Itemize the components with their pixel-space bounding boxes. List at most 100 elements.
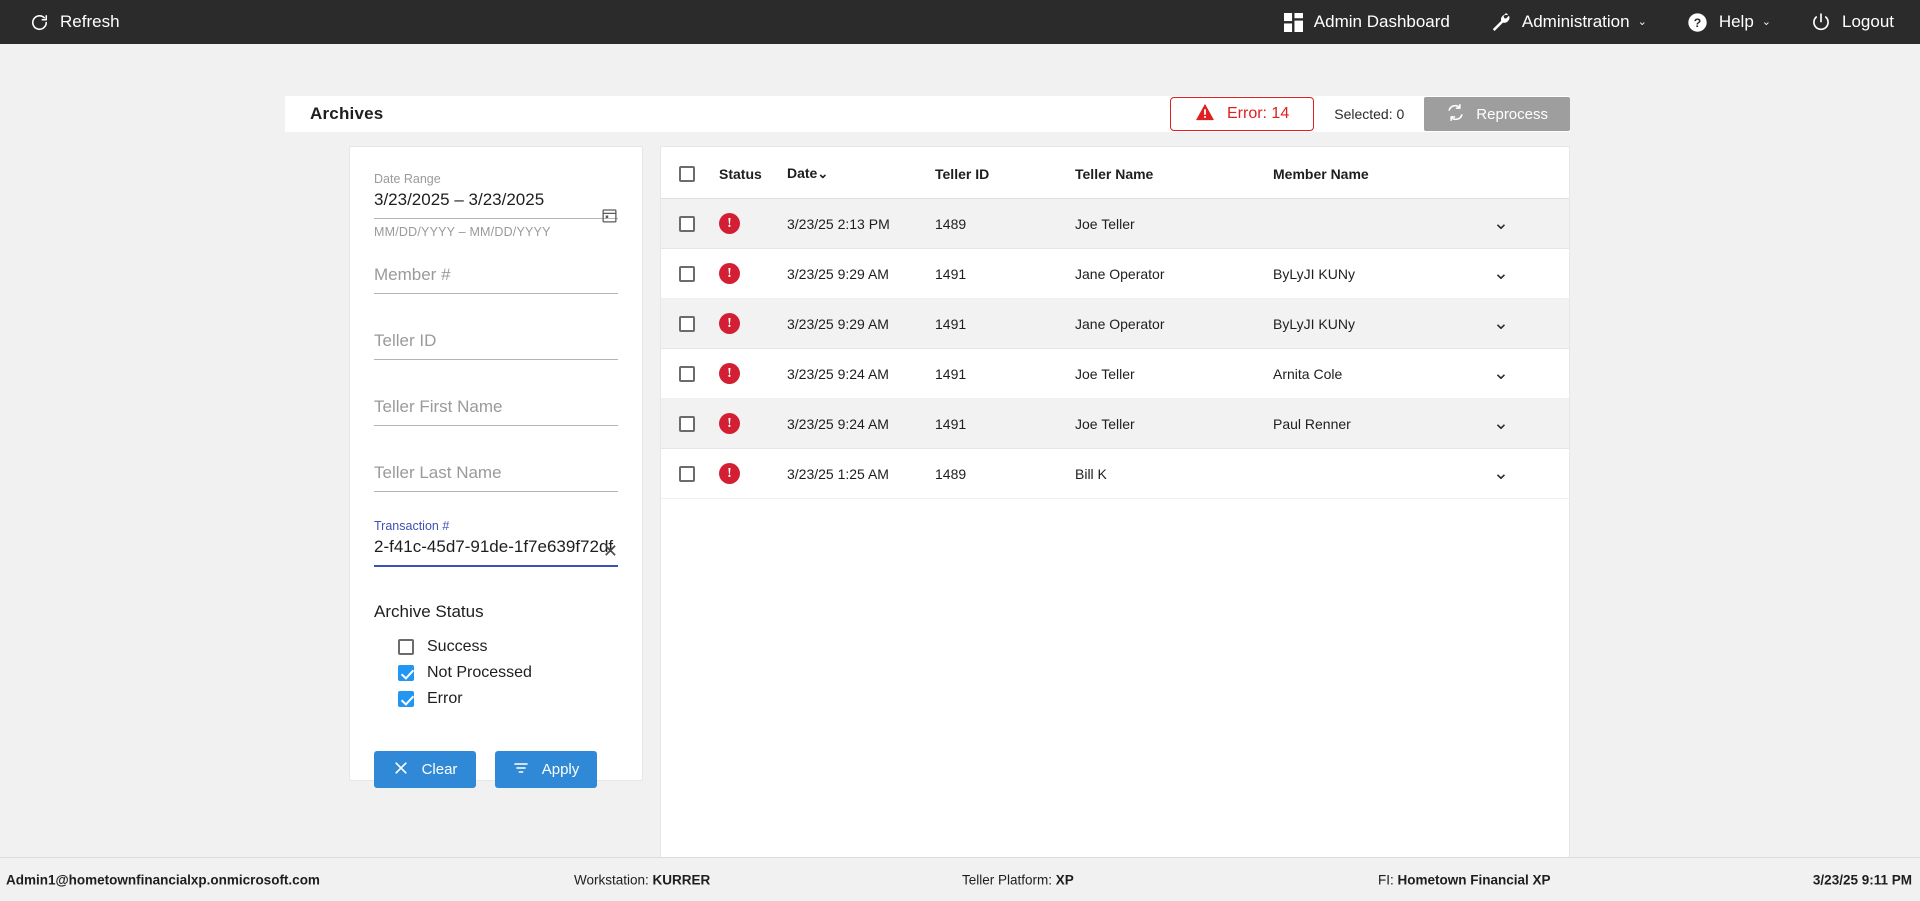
teller-last-name-placeholder: Teller Last Name: [374, 463, 502, 482]
row-status-cell: !: [719, 398, 787, 450]
row-teller-name: Jane Operator: [1075, 248, 1273, 300]
admin-dashboard-link[interactable]: Admin Dashboard: [1283, 12, 1450, 32]
row-checkbox[interactable]: [679, 366, 695, 383]
fi-label: FI:: [1378, 872, 1394, 887]
row-checkbox[interactable]: [679, 316, 695, 333]
teller-first-name-field[interactable]: Teller First Name: [374, 394, 618, 426]
date-range-label: Date Range: [374, 172, 441, 186]
clear-transaction-icon[interactable]: ✕: [602, 541, 618, 561]
warning-triangle-icon: [1195, 103, 1215, 126]
top-navigation-bar: Refresh Admin Dashboard Administration: [0, 0, 1920, 44]
column-member-name[interactable]: Member Name: [1273, 147, 1493, 200]
chevron-down-icon[interactable]: ⌄: [1493, 413, 1509, 435]
clear-button[interactable]: Clear: [374, 751, 476, 788]
member-number-field[interactable]: Member #: [374, 262, 618, 294]
checkbox-not-processed-box[interactable]: [398, 665, 414, 681]
column-expand: [1493, 147, 1569, 200]
row-date: 3/23/25 9:24 AM: [787, 398, 935, 450]
checkbox-success[interactable]: Success: [398, 634, 642, 660]
teller-first-name-placeholder: Teller First Name: [374, 397, 503, 416]
date-range-field[interactable]: Date Range 3/23/2025 – 3/23/2025 MM/DD/Y…: [374, 172, 618, 239]
error-count-badge[interactable]: Error: 14: [1169, 97, 1315, 131]
row-status-cell: !: [719, 348, 787, 400]
row-checkbox[interactable]: [679, 466, 695, 483]
column-teller-name[interactable]: Teller Name: [1075, 147, 1273, 200]
date-range-hint: MM/DD/YYYY – MM/DD/YYYY: [374, 225, 551, 239]
row-teller-id: 1491: [935, 348, 1075, 400]
table-row[interactable]: ! 3/23/25 9:24 AM 1491 Joe Teller Arnita…: [661, 348, 1569, 400]
transaction-number-field[interactable]: Transaction # 2-f41c-45d7-91de-1f7e639f7…: [374, 519, 618, 567]
row-member-name: Paul Renner: [1273, 398, 1493, 450]
archives-table: Status Date⌄ Teller ID Teller Name Membe…: [661, 147, 1569, 500]
row-checkbox[interactable]: [679, 416, 695, 433]
error-status-icon: !: [719, 313, 740, 335]
row-date: 3/23/25 1:25 AM: [787, 448, 935, 500]
table-row[interactable]: ! 3/23/25 9:24 AM 1491 Joe Teller Paul R…: [661, 398, 1569, 450]
svg-text:?: ?: [1694, 15, 1701, 29]
refresh-icon: [30, 13, 49, 32]
refresh-label: Refresh: [60, 12, 120, 31]
table-row[interactable]: ! 3/23/25 9:29 AM 1491 Jane Operator ByL…: [661, 298, 1569, 350]
date-range-value: 3/23/2025 – 3/23/2025: [374, 190, 545, 209]
sort-caret-icon: ⌄: [817, 166, 829, 182]
filter-panel: Date Range 3/23/2025 – 3/23/2025 MM/DD/Y…: [349, 146, 643, 788]
apply-button[interactable]: Apply: [495, 751, 597, 788]
row-teller-name: Joe Teller: [1075, 348, 1273, 400]
chevron-down-icon[interactable]: ⌄: [1493, 313, 1509, 335]
select-all-checkbox[interactable]: [679, 166, 695, 183]
checkbox-success-label: Success: [427, 638, 488, 655]
row-teller-name: Joe Teller: [1075, 398, 1273, 450]
row-expand-cell: ⌄: [1493, 298, 1569, 350]
row-status-cell: !: [719, 198, 787, 250]
row-date: 3/23/25 9:29 AM: [787, 298, 935, 350]
transaction-number-underline: [374, 565, 618, 567]
chevron-down-icon[interactable]: ⌄: [1493, 463, 1509, 485]
table-row[interactable]: ! 3/23/25 1:25 AM 1489 Bill K ⌄: [661, 448, 1569, 500]
row-checkbox[interactable]: [679, 216, 695, 233]
row-member-name: ByLyJI KUNy: [1273, 248, 1493, 300]
row-member-name: Arnita Cole: [1273, 348, 1493, 400]
reprocess-button[interactable]: Reprocess: [1424, 97, 1570, 131]
apply-button-label: Apply: [541, 761, 580, 778]
row-select-cell: [661, 398, 719, 450]
row-select-cell: [661, 348, 719, 400]
checkbox-not-processed[interactable]: Not Processed: [398, 660, 642, 686]
teller-id-field[interactable]: Teller ID: [374, 328, 618, 360]
column-date[interactable]: Date⌄: [787, 147, 935, 200]
checkbox-error[interactable]: Error: [398, 686, 642, 712]
row-status-cell: !: [719, 448, 787, 500]
calendar-icon[interactable]: [601, 207, 618, 229]
column-teller-id[interactable]: Teller ID: [935, 147, 1075, 200]
row-expand-cell: ⌄: [1493, 248, 1569, 300]
transaction-number-value[interactable]: 2-f41c-45d7-91de-1f7e639f72df: [374, 537, 614, 556]
teller-last-name-field[interactable]: Teller Last Name: [374, 460, 618, 492]
row-expand-cell: ⌄: [1493, 198, 1569, 250]
archives-header: Archives Error: 14 Selected: 0: [285, 96, 1570, 132]
transaction-number-label: Transaction #: [374, 519, 450, 533]
row-checkbox[interactable]: [679, 266, 695, 283]
checkbox-error-box[interactable]: [398, 691, 414, 707]
reprocess-sync-icon: [1446, 103, 1465, 126]
checkbox-success-box[interactable]: [398, 639, 414, 655]
row-teller-name: Joe Teller: [1075, 198, 1273, 250]
refresh-button[interactable]: Refresh: [30, 12, 120, 32]
help-menu[interactable]: ? Help ⌄: [1687, 12, 1771, 33]
administration-label: Administration: [1521, 12, 1630, 31]
power-icon: [1811, 12, 1831, 32]
chevron-down-icon: ⌄: [1637, 15, 1647, 28]
filter-actions: Clear Apply: [374, 751, 618, 788]
chevron-down-icon[interactable]: ⌄: [1493, 263, 1509, 285]
chevron-down-icon[interactable]: ⌄: [1493, 363, 1509, 385]
table-row[interactable]: ! 3/23/25 9:29 AM 1491 Jane Operator ByL…: [661, 248, 1569, 300]
column-status[interactable]: Status: [719, 147, 787, 200]
workstation-value: KURRER: [652, 872, 711, 887]
workstation-info: Workstation: KURRER: [574, 872, 710, 887]
teller-id-placeholder: Teller ID: [374, 331, 437, 350]
logout-button[interactable]: Logout: [1811, 12, 1894, 32]
table-row[interactable]: ! 3/23/25 2:13 PM 1489 Joe Teller ⌄: [661, 198, 1569, 250]
reprocess-label: Reprocess: [1476, 105, 1548, 123]
chevron-down-icon[interactable]: ⌄: [1493, 213, 1509, 235]
row-expand-cell: ⌄: [1493, 448, 1569, 500]
administration-menu[interactable]: Administration ⌄: [1490, 12, 1647, 33]
select-all-header: [661, 147, 719, 200]
